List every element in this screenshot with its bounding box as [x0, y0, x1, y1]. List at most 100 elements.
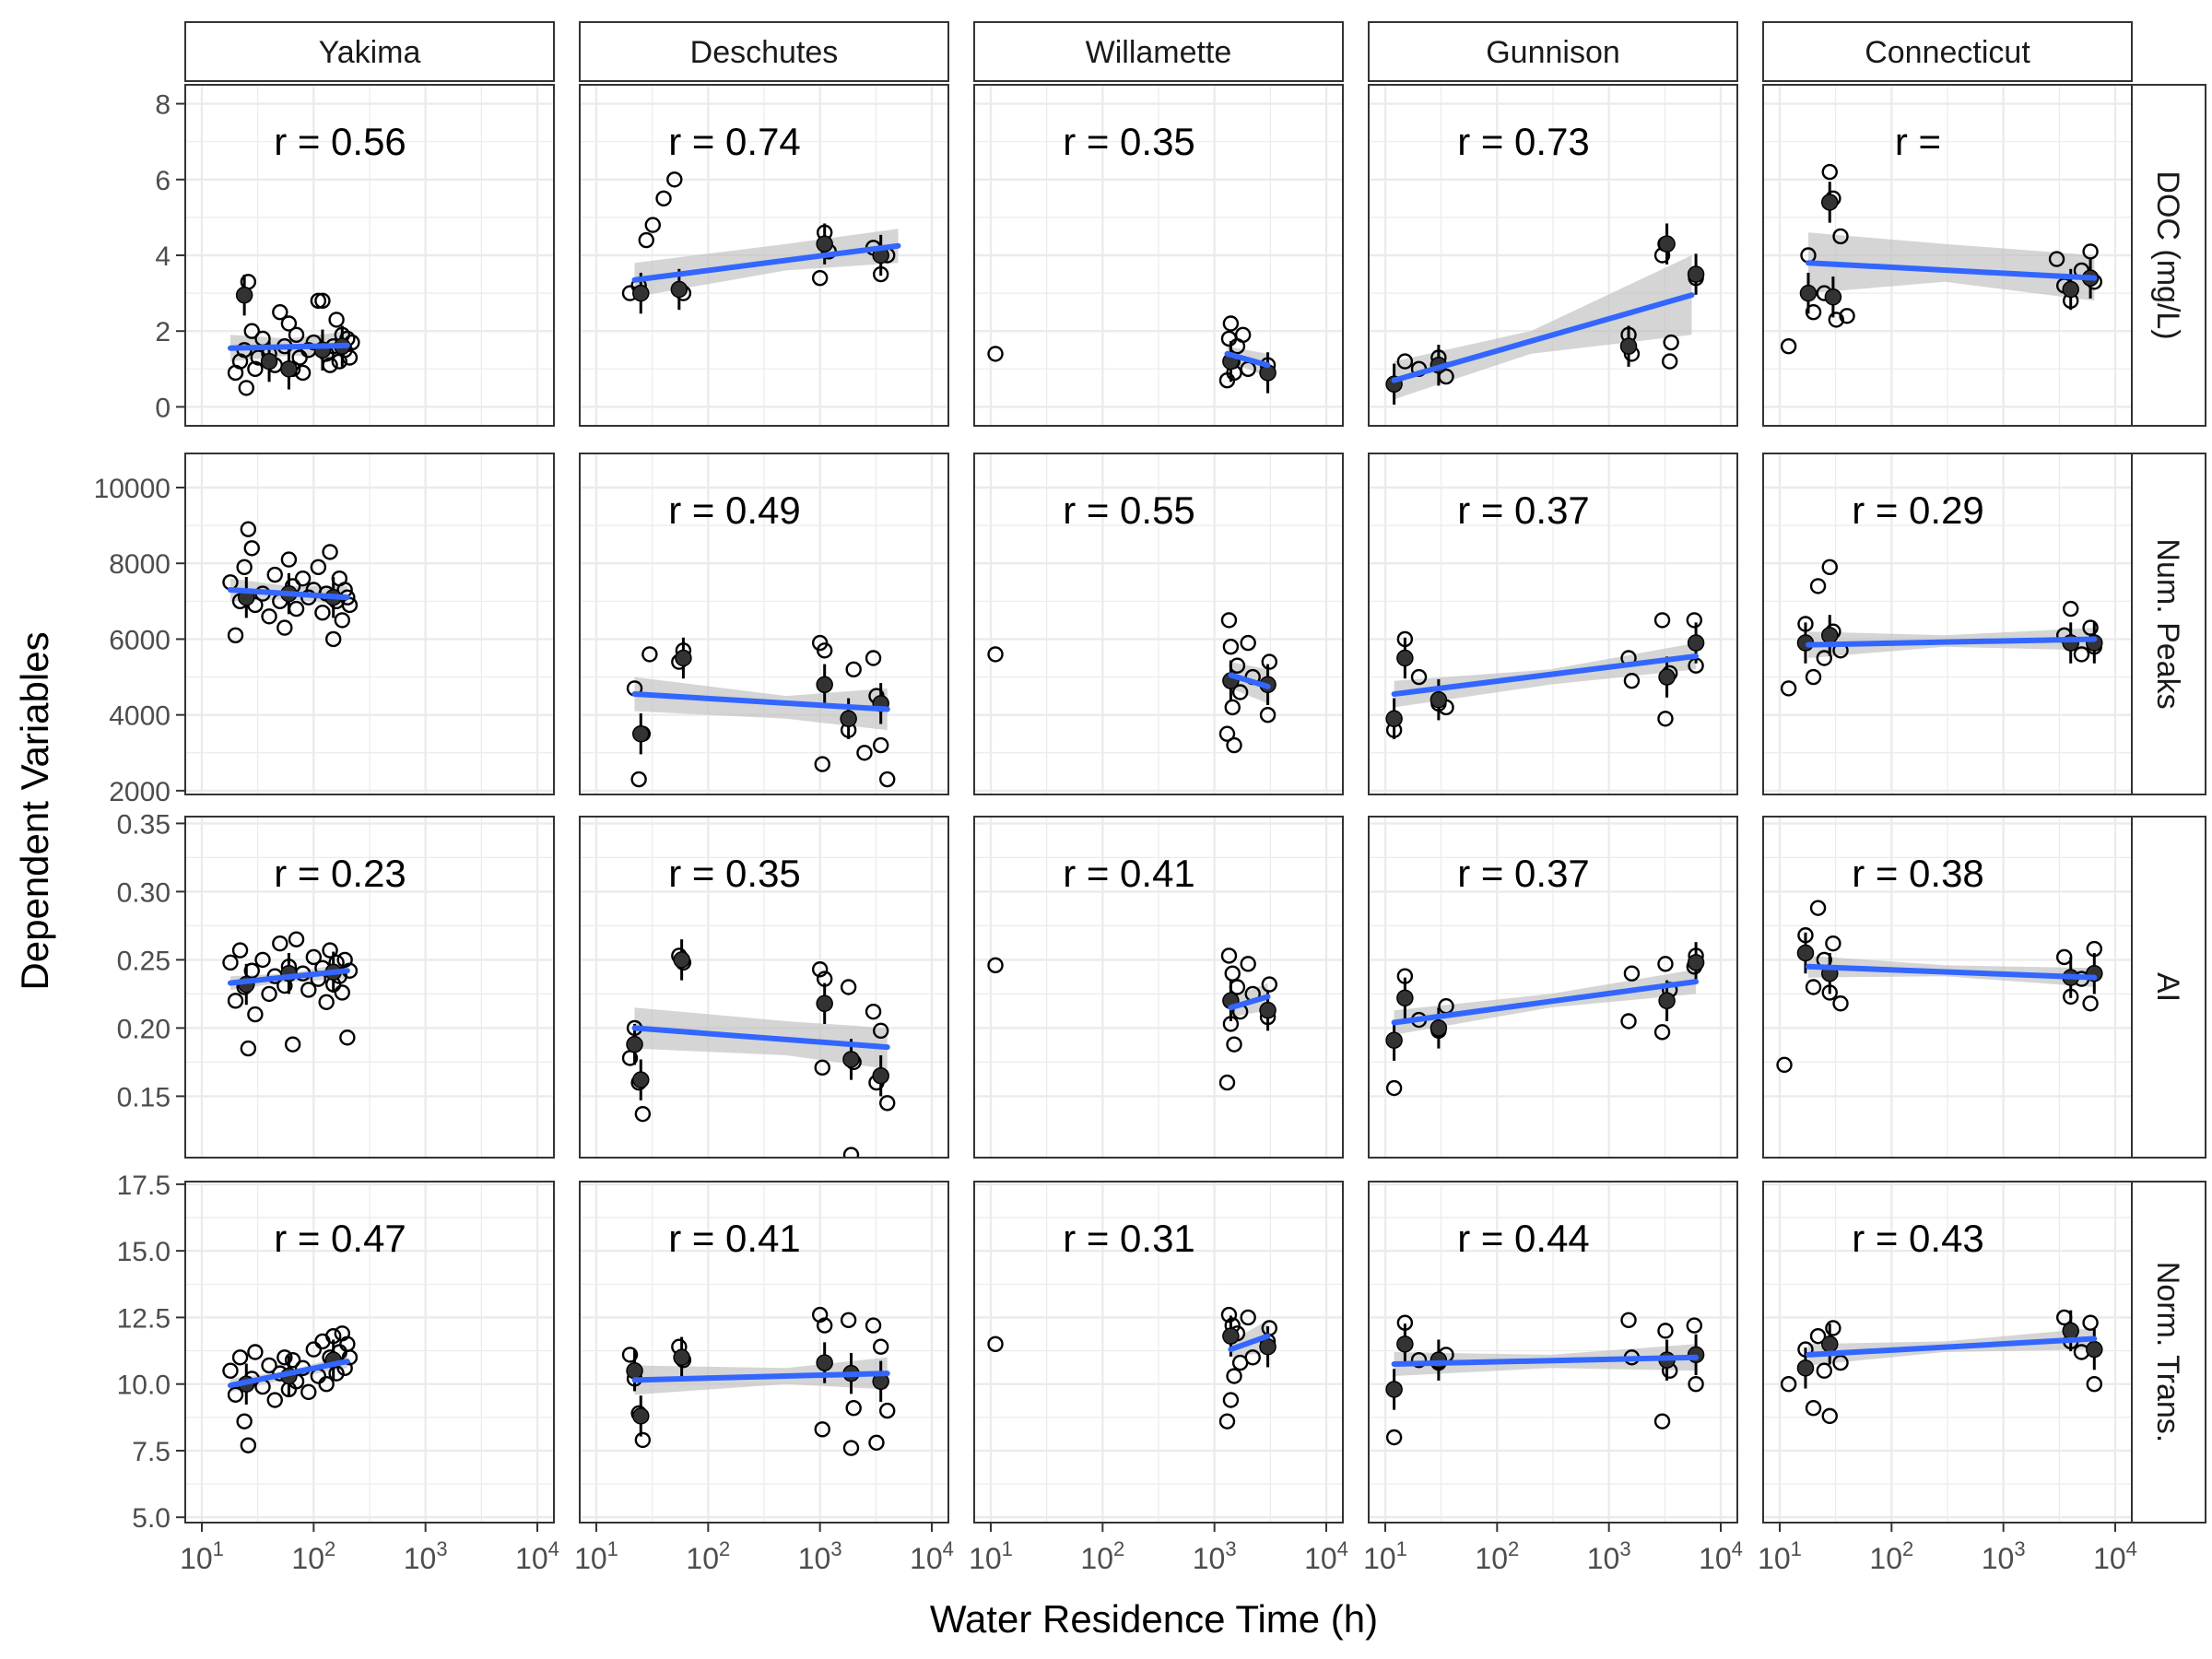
data-point — [288, 326, 305, 344]
data-point — [310, 559, 327, 576]
data-point — [1686, 612, 1702, 629]
y-tick-label: 10000 — [94, 474, 171, 504]
y-tick-label: 4000 — [109, 701, 171, 732]
x-tick-label: 104 — [1304, 1537, 1348, 1575]
row-strip-2: Num. Peaks — [2131, 453, 2206, 795]
mean-point — [626, 1035, 643, 1053]
data-point — [840, 1312, 857, 1329]
panel-yakima-row4: r = 0.47 — [184, 1181, 555, 1524]
panel-content — [185, 85, 554, 426]
mean-point — [675, 649, 692, 667]
mean-point — [632, 284, 650, 302]
data-point — [222, 1362, 239, 1379]
correlation-label: r = 0.41 — [668, 1217, 801, 1260]
data-point — [1226, 1368, 1242, 1384]
correlation-label: r = 0.56 — [274, 120, 406, 163]
axes-layer: 024682000400060008000100000.150.200.250.… — [94, 90, 2137, 1575]
x-tick-label: 103 — [1193, 1537, 1237, 1575]
mean-point — [872, 1066, 889, 1085]
mean-point — [280, 360, 298, 378]
data-point — [1780, 1375, 1797, 1393]
data-point — [300, 1383, 317, 1401]
y-tick-label: 2000 — [109, 777, 171, 807]
mean-point — [1430, 1019, 1448, 1037]
mean-point — [235, 286, 253, 304]
panel-willamette-row2: r = 0.55 — [973, 453, 1344, 795]
mean-point — [1821, 1335, 1839, 1353]
x-tick-label: 104 — [910, 1537, 954, 1575]
panel-border — [579, 453, 949, 795]
mean-point — [2062, 280, 2079, 299]
data-point — [868, 1434, 885, 1451]
data-point — [634, 1105, 652, 1123]
data-point — [872, 1338, 889, 1355]
strip-box — [973, 21, 1344, 82]
data-point — [243, 962, 260, 979]
y-axis-row1: 0 2 4 6 8 — [155, 90, 185, 423]
data-point — [1259, 706, 1277, 724]
data-point — [1821, 984, 1838, 1001]
data-point — [1809, 900, 1827, 916]
data-point — [261, 1357, 277, 1374]
data-point — [322, 544, 338, 560]
data-point — [1663, 334, 1679, 351]
row-strip-4: Norm. Trans. — [2131, 1181, 2206, 1524]
panel-content — [185, 1182, 554, 1523]
x-tick-label: 103 — [1982, 1537, 2026, 1575]
data-point — [879, 1402, 896, 1419]
panel-content — [1763, 453, 2132, 794]
panel-connecticut-row3: r = 0.38 — [1762, 816, 2133, 1159]
data-point — [1821, 163, 1838, 181]
data-point — [845, 1400, 862, 1417]
data-point — [247, 1344, 264, 1360]
panel-gunnison-row3: r = 0.37 — [1368, 816, 1738, 1159]
panel-border — [1368, 1181, 1738, 1524]
regression-line — [1228, 1333, 1271, 1353]
strip-box — [1762, 21, 2133, 82]
panel-border — [184, 816, 555, 1159]
data-point — [2082, 995, 2099, 1012]
data-point — [272, 935, 288, 952]
panel-border — [973, 453, 1344, 795]
data-point — [276, 1349, 293, 1366]
column-strip-willamette: Willamette — [973, 21, 1344, 82]
data-point — [1438, 368, 1454, 385]
row-strip-3: AI — [2131, 816, 2206, 1159]
data-point — [1825, 935, 1841, 952]
data-point — [987, 1335, 1004, 1353]
correlation-label: r = 0.29 — [1852, 488, 1984, 532]
y-tick-label: 8000 — [109, 549, 171, 580]
data-point — [322, 942, 338, 959]
data-point — [1218, 1074, 1236, 1091]
data-point — [2082, 243, 2099, 260]
regression-line — [1391, 653, 1700, 698]
data-point — [1661, 353, 1678, 370]
data-point — [2063, 600, 2079, 618]
regression-line — [227, 1359, 350, 1389]
data-point — [987, 957, 1004, 974]
data-point — [840, 979, 857, 995]
data-point — [811, 961, 829, 978]
data-point — [2048, 251, 2065, 267]
x-axis-connecticut: 101 102 103 104 — [1758, 1523, 2137, 1575]
regression-line — [1224, 350, 1271, 369]
regression-line — [1805, 1335, 2098, 1358]
regression-line — [631, 242, 901, 283]
y-axis-title: Dependent Variables — [13, 631, 56, 990]
y-tick-label: 7.5 — [132, 1437, 171, 1467]
y-axis-row3: 0.15 0.20 0.25 0.30 0.35 — [117, 809, 185, 1112]
data-point — [1222, 638, 1240, 655]
data-point — [865, 1317, 882, 1334]
mean-point — [1687, 265, 1705, 283]
data-point — [227, 627, 244, 644]
mean-point — [1821, 194, 1839, 211]
x-tick-label: 101 — [1363, 1537, 1407, 1575]
regression-line — [1805, 260, 2098, 281]
mean-point — [1222, 1327, 1240, 1345]
data-point — [1797, 1341, 1814, 1358]
panel-gunnison-row4: r = 0.44 — [1368, 1181, 1738, 1524]
y-tick-label: 10.0 — [117, 1371, 171, 1401]
data-point — [310, 292, 327, 310]
data-point — [2082, 619, 2099, 636]
